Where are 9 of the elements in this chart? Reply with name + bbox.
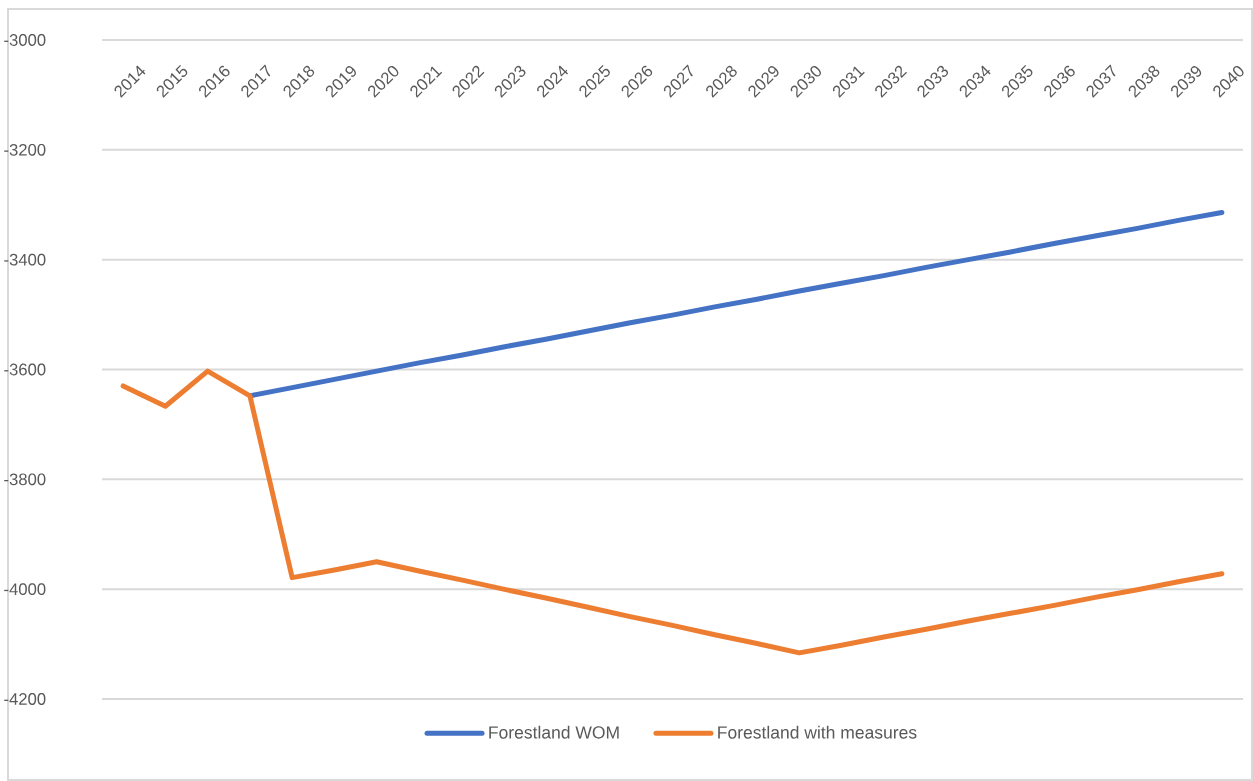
y-tick-label: -3000 bbox=[4, 34, 46, 46]
y-tick-label: -3200 bbox=[4, 143, 46, 156]
y-tick-label: -4200 bbox=[4, 693, 46, 705]
y-tick-label: -3800 bbox=[4, 473, 46, 486]
legend-label: Forestland with measures bbox=[718, 725, 917, 739]
legend-label: Forestland WOM bbox=[489, 725, 619, 739]
y-tick-label: -4000 bbox=[4, 583, 46, 596]
y-tick-label: -3400 bbox=[4, 253, 46, 266]
y-tick-label: -3600 bbox=[4, 363, 46, 376]
